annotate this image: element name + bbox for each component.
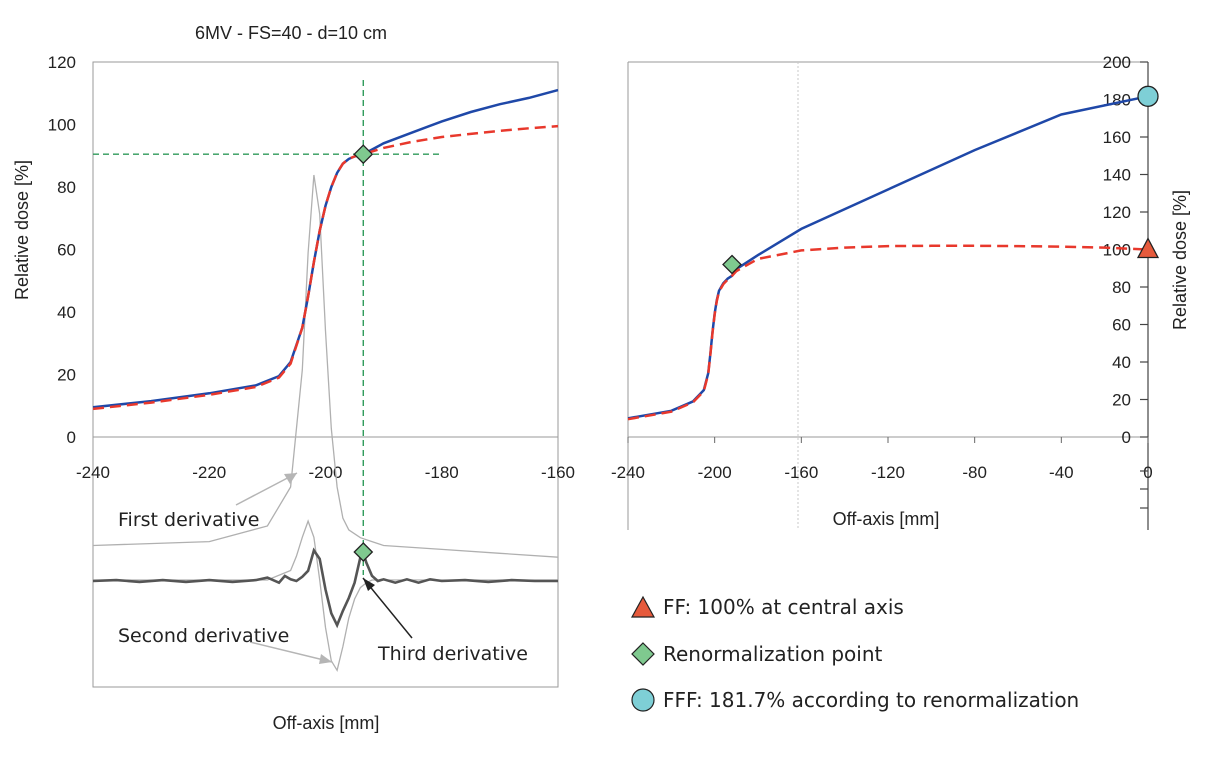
left-y-axis-label: Relative dose [%] bbox=[12, 160, 32, 300]
left-y-tick-label: 20 bbox=[57, 366, 76, 385]
right-x-tick-label: 0 bbox=[1143, 463, 1152, 482]
left-chart-title: 6MV - FS=40 - d=10 cm bbox=[195, 23, 387, 43]
green-diamond-icon bbox=[631, 642, 655, 666]
right-y-tick-label: 0 bbox=[1122, 428, 1131, 447]
left-x-tick-label: -180 bbox=[425, 463, 459, 482]
right-x-tick-label: -80 bbox=[962, 463, 987, 482]
left-x-tick-label: -220 bbox=[192, 463, 226, 482]
left-x-tick-label: -240 bbox=[76, 463, 110, 482]
left-x-tick-label: -200 bbox=[308, 463, 342, 482]
derivative-renormalization-marker bbox=[353, 542, 374, 562]
left-fff-profile-line bbox=[92, 88, 559, 409]
first-derivative-curve bbox=[92, 174, 559, 558]
legend-item-fff: FFF: 181.7% according to renormalization bbox=[631, 688, 1079, 712]
red-triangle-icon bbox=[630, 595, 656, 618]
right-y-axis-label: Relative dose [%] bbox=[1170, 190, 1190, 330]
right-renormalization-marker bbox=[722, 254, 742, 275]
left-y-tick-label: 40 bbox=[57, 303, 76, 322]
right-ff-profile-line bbox=[627, 244, 1149, 421]
second-derivative-arrowhead bbox=[319, 654, 332, 664]
right-y-tick-label: 140 bbox=[1103, 166, 1131, 185]
legend-item-ff: FF: 100% at central axis bbox=[630, 595, 904, 619]
ff-central-axis-marker bbox=[1136, 237, 1160, 259]
first-derivative-arrowhead bbox=[284, 473, 297, 484]
right-y-tick-label: 20 bbox=[1112, 391, 1131, 410]
third-derivative-curve bbox=[92, 547, 558, 629]
right-x-tick-label: -200 bbox=[698, 463, 732, 482]
left-x-tick-label: -160 bbox=[541, 463, 575, 482]
left-y-tick-label: 80 bbox=[57, 178, 76, 197]
third-derivative-arrowhead bbox=[363, 578, 375, 591]
legend-label-fff: FFF: 181.7% according to renormalization bbox=[663, 688, 1079, 712]
left-chart: 6MV - FS=40 - d=10 cm 0 20 40 60 80 100 120 -2… bbox=[12, 23, 575, 733]
legend-label-ff: FF: 100% at central axis bbox=[663, 595, 904, 619]
right-y-tick-label: 100 bbox=[1103, 241, 1131, 260]
right-x-tick-label: -240 bbox=[611, 463, 645, 482]
left-y-tick-label: 0 bbox=[67, 428, 76, 447]
left-ff-profile-line bbox=[92, 124, 559, 411]
left-y-tick-label: 60 bbox=[57, 241, 76, 260]
right-y-tick-label: 60 bbox=[1112, 316, 1131, 335]
left-x-axis-label: Off-axis [mm] bbox=[273, 713, 380, 733]
left-renormalization-marker bbox=[353, 144, 374, 165]
left-y-tick-label: 120 bbox=[48, 53, 76, 72]
legend-label-renormalization: Renormalization point bbox=[663, 642, 883, 666]
second-derivative-label: Second derivative bbox=[118, 625, 289, 647]
right-x-axis-label: Off-axis [mm] bbox=[833, 509, 940, 529]
right-x-tick-label: -120 bbox=[871, 463, 905, 482]
right-y-tick-label: 40 bbox=[1112, 353, 1131, 372]
right-x-tick-label: -160 bbox=[784, 463, 818, 482]
right-y-tick-label: 80 bbox=[1112, 278, 1131, 297]
legend: FF: 100% at central axis Renormalization… bbox=[630, 595, 1079, 712]
derivative-panel-frame bbox=[92, 436, 559, 688]
third-derivative-label: Third derivative bbox=[377, 643, 528, 665]
second-derivative-arrow bbox=[249, 641, 333, 663]
right-y-tick-label: 200 bbox=[1103, 53, 1131, 72]
legend-item-renormalization: Renormalization point bbox=[631, 642, 883, 666]
right-y-tick-label: 120 bbox=[1103, 203, 1131, 222]
right-y-tick-label: 160 bbox=[1103, 128, 1131, 147]
right-fff-profile-line bbox=[627, 95, 1149, 420]
left-plot-frame bbox=[92, 61, 559, 438]
second-derivative-curve bbox=[93, 519, 558, 672]
first-derivative-label: First derivative bbox=[118, 509, 259, 531]
fff-central-axis-marker bbox=[1137, 85, 1159, 107]
right-x-tick-label: -40 bbox=[1049, 463, 1074, 482]
cyan-circle-icon bbox=[631, 688, 655, 712]
left-y-tick-label: 100 bbox=[48, 116, 76, 135]
